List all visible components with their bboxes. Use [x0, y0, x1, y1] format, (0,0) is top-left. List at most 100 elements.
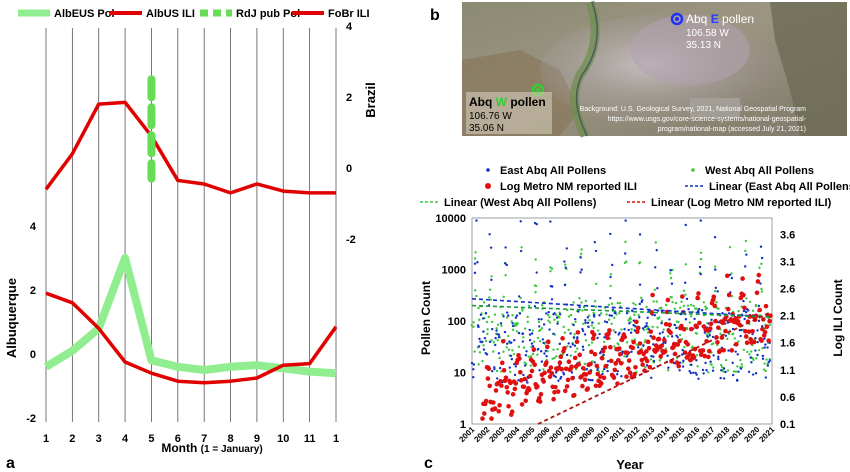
west-abq-pollen-point: [719, 332, 722, 336]
east-abq-pollen-point: [484, 312, 488, 315]
log-metro-ili-point: [668, 330, 673, 336]
log-metro-ili-point: [506, 403, 511, 409]
panel-a-y-left-title: Albuquerque: [4, 278, 19, 358]
east-abq-pollen-point: [603, 367, 606, 371]
log-metro-ili-point: [555, 389, 561, 394]
east-abq-pollen-point: [502, 315, 505, 318]
east-abq-pollen-point: [548, 328, 551, 331]
west-abq-pollen-point: [500, 370, 503, 373]
west-abq-pollen-point: [553, 318, 556, 321]
panel-a-legend-item: RdJ pub Pol: [200, 8, 300, 20]
log-metro-ili-point: [496, 408, 502, 414]
east-abq-pollen-point: [476, 261, 479, 264]
west-abq-pollen-point: [572, 301, 575, 304]
panel-c-y-left-tick: 100: [448, 316, 466, 328]
panel-c-legend-item: West Abq All Pollens: [691, 165, 814, 177]
east-abq-pollen-point: [577, 310, 580, 313]
log-metro-ili-point: [603, 363, 609, 369]
west-abq-pollen-point: [620, 328, 623, 331]
log-metro-ili-point: [487, 383, 493, 389]
west-abq-pollen-point: [498, 356, 501, 360]
panel-c-trendlines: [471, 297, 770, 425]
west-abq-pollen-point: [583, 362, 587, 366]
west-abq-pollen-point: [536, 336, 540, 340]
log-metro-ili-point: [697, 320, 702, 326]
legend-marker: [691, 168, 695, 172]
log-metro-ili-point: [498, 378, 503, 384]
west-abq-pollen-point: [732, 332, 735, 336]
east-abq-pollen-point: [678, 369, 681, 372]
east-abq-pollen-point: [485, 353, 489, 356]
log-metro-ili-point: [676, 363, 681, 369]
west-abq-pollen-point: [681, 361, 685, 364]
west-abq-pollen-point: [492, 341, 496, 344]
east-abq-pollen-point: [638, 316, 641, 319]
west-abq-pollen-point: [523, 327, 527, 330]
east-pollen-lat: 35.13 N: [686, 40, 721, 51]
west-abq-pollen-point: [548, 315, 551, 319]
log-metro-ili-point: [607, 328, 612, 333]
east-abq-pollen-point: [721, 311, 724, 315]
east-abq-pollen-point: [495, 377, 499, 380]
log-metro-ili-point: [624, 374, 629, 379]
log-metro-ili-point: [716, 325, 721, 330]
west-abq-pollen-point: [691, 345, 694, 348]
log-metro-ili-point: [631, 339, 636, 345]
east-abq-pollen-point: [681, 365, 685, 368]
west-abq-pollen-point: [556, 347, 559, 351]
panel-c-y-right-tick: 2.1: [780, 311, 795, 323]
east-abq-pollen-point: [511, 322, 514, 325]
west-abq-pollen-point: [547, 313, 550, 317]
east-abq-pollen-point: [745, 253, 748, 256]
west-abq-pollen-point: [564, 263, 567, 266]
east-abq-pollen-point: [552, 332, 555, 336]
west-abq-pollen-point: [472, 321, 475, 324]
log-metro-ili-point: [553, 384, 558, 390]
legend-marker: [485, 183, 491, 189]
east-abq-pollen-point: [513, 339, 516, 342]
east-abq-pollen-point: [519, 249, 523, 253]
east-abq-pollen-point: [668, 318, 671, 321]
log-metro-ili-point: [729, 348, 735, 353]
map-river: [575, 1, 598, 137]
east-abq-pollen-point: [483, 336, 487, 340]
west-abq-pollen-point: [712, 366, 715, 369]
east-abq-pollen-point: [538, 369, 541, 372]
west-abq-pollen-point: [546, 350, 549, 353]
map-city-core: [630, 15, 750, 85]
east-abq-pollen-point: [526, 381, 529, 384]
log-metro-ili-point: [725, 306, 731, 312]
log-metro-ili-point: [518, 369, 523, 375]
west-abq-pollen-point: [713, 265, 717, 268]
east-abq-pollen-point: [742, 309, 746, 313]
log-metro-ili-point: [750, 328, 755, 334]
panel-c-y-left-tick: 10000: [435, 213, 466, 225]
log-metro-ili-point: [591, 332, 597, 338]
east-abq-pollen-point: [730, 276, 734, 280]
west-abq-pollen-point: [587, 314, 591, 317]
west-abq-pollen-point: [724, 358, 728, 362]
east-abq-pollen-point: [521, 340, 525, 343]
west-abq-pollen-point: [495, 369, 499, 373]
log-metro-ili-point: [719, 335, 725, 340]
log-metro-ili-point: [645, 339, 651, 345]
east-abq-pollen-point: [737, 370, 740, 373]
east-abq-pollen-point: [629, 331, 633, 334]
panel-c-x-tick: 2017: [697, 425, 716, 444]
west-abq-pollen-point: [504, 273, 507, 277]
east-abq-pollen-point: [761, 354, 765, 358]
east-abq-pollen-point: [570, 371, 574, 374]
log-metro-ili-point: [759, 338, 764, 343]
east-abq-pollen-point: [653, 313, 657, 317]
east-abq-pollen-point: [491, 327, 494, 331]
east-abq-pollen-point: [645, 364, 649, 367]
west-abq-pollen-point: [645, 305, 648, 309]
east-abq-pollen-point: [514, 365, 518, 368]
east-abq-pollen-point: [620, 375, 623, 378]
west-abq-pollen-point: [745, 297, 748, 300]
log-metro-ili-point: [521, 384, 527, 390]
log-metro-ili-point: [613, 361, 618, 366]
log-metro-ili-point: [659, 343, 664, 349]
panel-a-x-title-main: Month: [161, 441, 197, 455]
east-abq-pollen-point: [579, 271, 582, 274]
